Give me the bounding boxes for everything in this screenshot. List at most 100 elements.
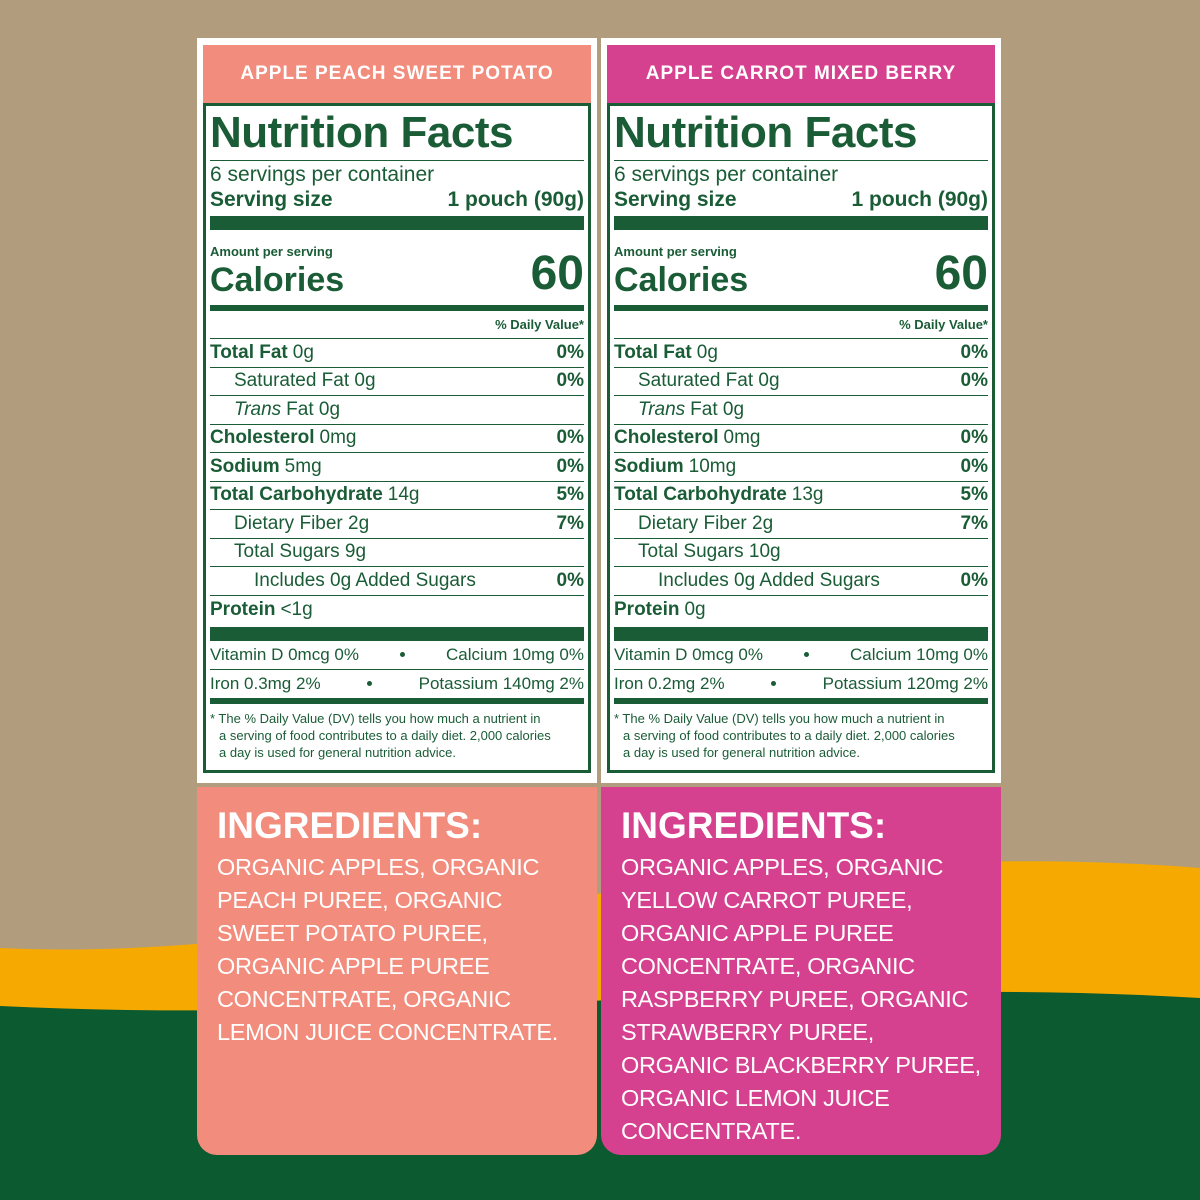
nutrient-name: Total Sugars 10g [638, 541, 781, 563]
nutrition-panel: APPLE CARROT MIXED BERRY Nutrition Facts 6… [601, 38, 1001, 783]
nutrient-label: Includes 0g Added Sugars [614, 570, 880, 592]
nutrient-dv: 5% [556, 484, 584, 506]
nutrient-row: Total Fat 0g 0% [614, 339, 988, 368]
nutrient-dv: 0% [960, 341, 988, 363]
nutrient-name: Total Sugars 9g [234, 541, 367, 563]
nutrient-name: Dietary Fiber 2g [234, 512, 370, 534]
serving-size-value: 1 pouch (90g) [447, 188, 584, 211]
vitamin: Iron 0.2mg 2% [614, 673, 725, 693]
amount-per-serving: Amount per serving [614, 244, 737, 259]
calories-label: Calories [614, 261, 749, 299]
nutrient-row: Trans Fat 0g [614, 396, 988, 425]
nutrient-name: Dietary Fiber 2g [638, 512, 774, 534]
footnote: * The % Daily Value (DV) tells you how m… [210, 710, 584, 761]
nutrient-dv: 0% [960, 427, 988, 449]
nutrient-name: Sodium [210, 455, 280, 477]
thick-rule [210, 627, 584, 641]
nutrient-name: Fat 0g [286, 398, 341, 420]
ingredients-line: STRAWBERRY PUREE, [621, 1019, 875, 1045]
nutrient-row: Saturated Fat 0g 0% [614, 368, 988, 396]
nutrient-row: Protein 0g [614, 596, 988, 625]
ingredients-line: RASPBERRY PUREE, ORGANIC [621, 986, 969, 1012]
vitamin-row: Iron 0.3mg 2% Potassium 140mg 2% [210, 670, 584, 699]
footnote-line: a day is used for general nutrition advi… [219, 745, 457, 760]
daily-value-header: % Daily Value* [614, 311, 988, 339]
serving-size-label: Serving size [210, 188, 333, 211]
servings: 6 servings per container [614, 163, 839, 186]
nutrient-label: Trans Fat 0g [614, 399, 744, 421]
nutrient-row: Total Sugars 9g [210, 539, 584, 567]
vitamin: Vitamin D 0mcg 0% [614, 644, 763, 664]
nutrient-dv: 0% [556, 341, 584, 363]
nutrient-label: Saturated Fat 0g [210, 370, 376, 392]
ingredients-line: ORGANIC BLACKBERRY PUREE, [621, 1052, 981, 1078]
medium-rule [210, 305, 584, 311]
nutrient-row: Dietary Fiber 2g 7% [614, 510, 988, 539]
nutrient-name: Total Fat [210, 341, 288, 363]
nutrient-dv: 0% [556, 569, 584, 591]
nutrient-row: Cholesterol 0mg 0% [614, 425, 988, 453]
ingredients-line: YELLOW CARROT PUREE, [621, 887, 913, 913]
nutrient-label: Protein <1g [210, 599, 313, 621]
product-name: APPLE PEACH SWEET POTATO [203, 45, 591, 103]
vitamin-row: Vitamin D 0mcg 0% Calcium 10mg 0% [614, 641, 988, 670]
footnote: * The % Daily Value (DV) tells you how m… [614, 710, 988, 761]
nutrient-row: Total Fat 0g 0% [210, 339, 584, 368]
ingredients: INGREDIENTS: ORGANIC APPLES, ORGANIC PEACH… [197, 787, 597, 1155]
ingredients-line: CONCENTRATE, ORGANIC [217, 986, 511, 1012]
medium-rule [614, 698, 988, 704]
nutrient-row: Dietary Fiber 2g 7% [210, 510, 584, 539]
nutrient-name: Cholesterol [210, 427, 315, 449]
vitamin-row: Vitamin D 0mcg 0% Calcium 10mg 0% [210, 641, 584, 670]
nutrient-name: Total Carbohydrate [210, 484, 383, 506]
ingredients-line: CONCENTRATE, ORGANIC [621, 953, 915, 979]
nutrient-amount: 0mg [319, 427, 357, 449]
nutrient-label: Saturated Fat 0g [614, 370, 780, 392]
nutrient-label: Protein 0g [614, 599, 706, 621]
ingredients-line: ORGANIC APPLE PUREE [621, 920, 894, 946]
nutrient-dv: 5% [960, 484, 988, 506]
nutrition-facts: Nutrition Facts 6 servings per container S… [607, 103, 995, 773]
nutrient-name: Protein [210, 598, 276, 620]
footnote-line: a serving of food contributes to a daily… [623, 728, 955, 743]
nutrient-name: Total Fat [614, 341, 692, 363]
ingredients-line: SWEET POTATO PUREE, [217, 920, 488, 946]
ingredients-line: ORGANIC LEMON JUICE [621, 1085, 890, 1111]
nutrient-label: Total Sugars 10g [614, 541, 781, 563]
nutrient-label: Dietary Fiber 2g [210, 513, 369, 535]
green-wave [0, 991, 1200, 1200]
nutrient-dv: 0% [960, 370, 988, 392]
amount-per-serving: Amount per serving [210, 244, 333, 259]
thick-rule [614, 627, 988, 641]
ingredients-line: LEMON JUICE CONCENTRATE. [217, 1019, 558, 1045]
nutrient-name: Includes 0g Added Sugars [658, 569, 880, 591]
nutrient-amount: <1g [280, 598, 313, 620]
nutrient-name: Saturated Fat 0g [234, 370, 376, 392]
product-name: APPLE CARROT MIXED BERRY [607, 45, 995, 103]
bullet [771, 681, 777, 687]
calories-value: 60 [530, 247, 584, 300]
nutrient-name: Cholesterol [614, 427, 719, 449]
nutrient-row: Trans Fat 0g [210, 396, 584, 425]
thick-rule [210, 216, 584, 230]
nutrient-amount: 0g [684, 598, 706, 620]
nutrient-row: Total Sugars 10g [614, 539, 988, 567]
serving-size: Serving size 1 pouch (90g) [614, 187, 988, 213]
ingredients-line: PEACH PUREE, ORGANIC [217, 887, 503, 913]
medium-rule [614, 305, 988, 311]
serving-size-label: Serving size [614, 188, 737, 211]
calories-value: 60 [934, 247, 988, 300]
vitamin: Calcium 10mg 0% [850, 644, 988, 664]
nutrient-label: Total Fat 0g [210, 342, 314, 364]
nutrient-dv: 0% [556, 427, 584, 449]
nutrient-row: Includes 0g Added Sugars 0% [210, 567, 584, 596]
nutrient-label: Trans Fat 0g [210, 399, 340, 421]
ingredients-line: ORGANIC APPLES, ORGANIC [217, 854, 540, 880]
nutrient-label: Sodium 10mg [614, 456, 736, 478]
bullet [804, 652, 809, 658]
nutrient-amount: 0g [696, 341, 718, 363]
nutrient-row: Total Carbohydrate 14g 5% [210, 482, 584, 510]
nutrient-name: Total Carbohydrate [614, 484, 787, 506]
vitamin: Calcium 10mg 0% [446, 644, 584, 664]
